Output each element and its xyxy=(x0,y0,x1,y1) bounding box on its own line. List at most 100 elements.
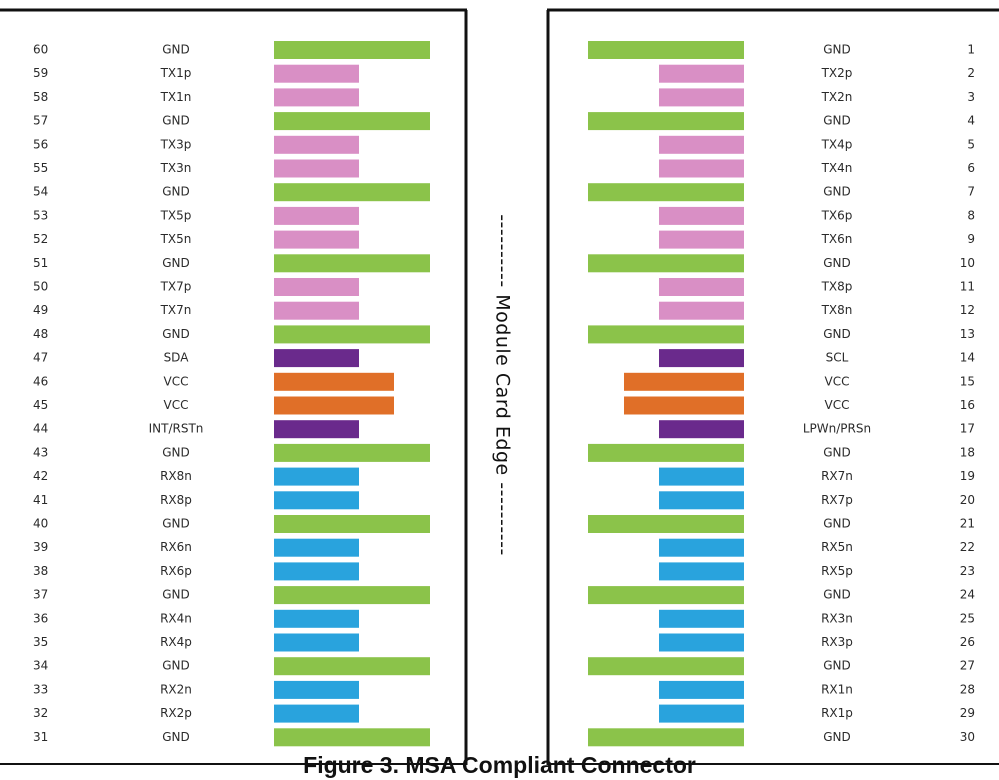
pin-signal-label: TX5n xyxy=(160,232,192,246)
contact-pad xyxy=(588,443,744,462)
module-card-edge-label: ---------- Module Card Edge ---------- xyxy=(492,214,514,556)
pin-signal-label: SCL xyxy=(826,351,849,365)
pin-number: 2 xyxy=(967,66,975,80)
pin-row: 56 TX3p xyxy=(33,135,359,154)
contact-pad xyxy=(659,633,744,652)
pin-row: 51 GND xyxy=(33,254,430,273)
pin-row: 49 TX7n xyxy=(33,301,359,320)
pin-row: 36 RX4n xyxy=(33,609,359,628)
contact-pad xyxy=(659,680,744,699)
pin-number: 28 xyxy=(960,682,975,696)
contact-pad xyxy=(274,64,359,83)
pin-row: 17 LPWn/PRSn xyxy=(659,420,975,439)
contact-pad xyxy=(659,88,744,107)
pin-signal-label: TX3p xyxy=(160,137,192,151)
pin-row: 55 TX3n xyxy=(33,159,359,178)
pin-row: 18 GND xyxy=(588,443,975,462)
pin-row: 48 GND xyxy=(33,325,430,344)
pin-number: 46 xyxy=(33,374,48,388)
pin-row: 57 GND xyxy=(33,112,430,131)
pin-signal-label: TX5p xyxy=(160,208,192,222)
pin-signal-label: GND xyxy=(162,659,190,673)
contact-pad xyxy=(659,64,744,83)
pin-signal-label: RX5n xyxy=(821,540,853,554)
pin-number: 39 xyxy=(33,540,48,554)
pin-signal-label: RX6p xyxy=(160,564,192,578)
pin-signal-label: TX3n xyxy=(160,161,192,175)
pin-signal-label: GND xyxy=(823,327,851,341)
pin-signal-label: TX4n xyxy=(821,161,853,175)
pin-signal-label: GND xyxy=(162,588,190,602)
pin-number: 24 xyxy=(960,588,975,602)
pin-number: 40 xyxy=(33,517,48,531)
contact-pad xyxy=(274,586,430,605)
contact-pad xyxy=(274,420,359,439)
contact-pad xyxy=(274,230,359,249)
pin-number: 23 xyxy=(960,564,975,578)
pin-number: 18 xyxy=(960,445,975,459)
contact-pad xyxy=(588,41,744,59)
pin-number: 38 xyxy=(33,564,48,578)
pin-row: 50 TX7p xyxy=(33,278,359,296)
contact-pad xyxy=(624,372,744,391)
contact-pad xyxy=(659,230,744,249)
pin-row: 12 TX8n xyxy=(659,301,975,320)
pin-number: 50 xyxy=(33,280,48,294)
pin-number: 51 xyxy=(33,256,48,270)
pin-signal-label: RX1n xyxy=(821,682,853,696)
contact-pad xyxy=(588,586,744,605)
contact-pad xyxy=(274,704,359,723)
contact-pad xyxy=(588,657,744,676)
pin-number: 11 xyxy=(960,280,975,294)
pin-number: 33 xyxy=(33,682,48,696)
contact-pad xyxy=(274,278,359,296)
pin-signal-label: TX1n xyxy=(160,90,192,104)
pin-number: 4 xyxy=(967,114,975,128)
pin-row: 45 VCC xyxy=(33,396,394,415)
pin-row: 35 RX4p xyxy=(33,633,359,652)
pin-row: 58 TX1n xyxy=(33,88,359,107)
pin-number: 15 xyxy=(960,374,975,388)
pin-signal-label: TX1p xyxy=(160,66,192,80)
pin-number: 52 xyxy=(33,232,48,246)
pin-row: 16 VCC xyxy=(624,396,975,415)
pin-number: 12 xyxy=(960,303,975,317)
pin-signal-label: VCC xyxy=(825,374,850,388)
pin-signal-label: TX7p xyxy=(160,280,192,294)
pin-signal-label: RX4p xyxy=(160,635,192,649)
contact-pad xyxy=(274,728,430,747)
contact-pad xyxy=(274,491,359,510)
contact-pad xyxy=(659,609,744,628)
pin-signal-label: RX8p xyxy=(160,493,192,507)
contact-pad xyxy=(588,728,744,747)
pin-number: 20 xyxy=(960,493,975,507)
pin-number: 27 xyxy=(960,659,975,673)
pin-row: 14 SCL xyxy=(659,349,975,368)
contact-pad xyxy=(659,278,744,296)
contact-pad xyxy=(274,112,430,131)
contact-pad xyxy=(659,704,744,723)
pin-number: 29 xyxy=(960,706,975,720)
pin-number: 55 xyxy=(33,161,48,175)
pin-number: 30 xyxy=(960,730,975,744)
pin-number: 16 xyxy=(960,398,975,412)
pin-row: 43 GND xyxy=(33,443,430,462)
pin-signal-label: TX8n xyxy=(821,303,853,317)
pin-signal-label: VCC xyxy=(164,398,189,412)
pin-row: 23 RX5p xyxy=(659,562,975,581)
pin-signal-label: TX6n xyxy=(821,232,853,246)
pin-row: 9 TX6n xyxy=(659,230,975,249)
pin-row: 24 GND xyxy=(588,586,975,605)
right-connector-panel xyxy=(546,8,999,765)
pin-row: 13 GND xyxy=(588,325,975,344)
contact-pad xyxy=(274,301,359,320)
contact-pad xyxy=(274,396,394,415)
pin-signal-label: GND xyxy=(162,445,190,459)
contact-pad xyxy=(624,396,744,415)
pin-row: 25 RX3n xyxy=(659,609,975,628)
pin-signal-label: RX6n xyxy=(160,540,192,554)
pin-number: 47 xyxy=(33,351,48,365)
pin-signal-label: RX8n xyxy=(160,469,192,483)
pin-row: 11 TX8p xyxy=(659,278,975,296)
pin-row: 1 GND xyxy=(588,41,975,59)
